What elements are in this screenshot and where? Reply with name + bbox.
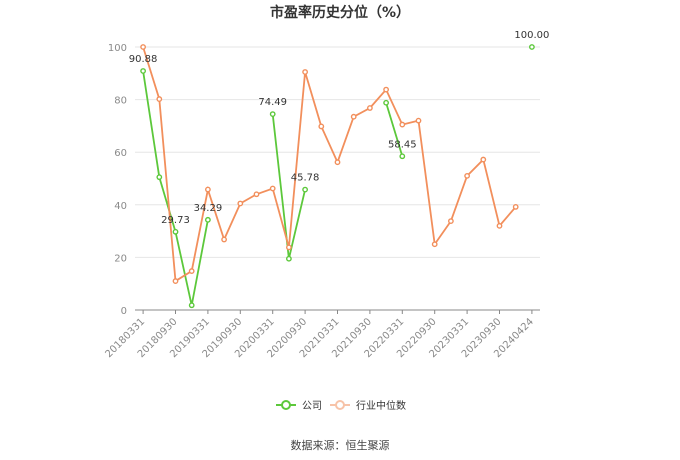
data-label: 45.78 bbox=[291, 173, 320, 184]
series-1-point[interactable] bbox=[447, 218, 454, 225]
data-source: 数据来源：恒生聚源 bbox=[291, 438, 390, 452]
series-0 bbox=[140, 44, 535, 309]
series-0-point[interactable] bbox=[285, 255, 292, 262]
y-tick-label: 100 bbox=[108, 43, 127, 54]
series-1-point[interactable] bbox=[415, 117, 422, 124]
legend-label-company: 公司 bbox=[302, 401, 322, 412]
series-1-point[interactable] bbox=[156, 96, 163, 102]
y-tick-label: 80 bbox=[114, 96, 127, 107]
series-1-point[interactable] bbox=[512, 204, 519, 210]
legend-item-company[interactable]: 公司 bbox=[276, 400, 322, 412]
series-0-line bbox=[385, 102, 404, 157]
y-tick-label: 0 bbox=[121, 306, 127, 317]
series-1-point[interactable] bbox=[383, 86, 389, 93]
series-1-point[interactable] bbox=[269, 185, 276, 192]
series-1-point[interactable] bbox=[496, 222, 503, 229]
series-0-point[interactable] bbox=[383, 99, 389, 106]
series-1-point[interactable] bbox=[480, 156, 487, 163]
series-1-point[interactable] bbox=[350, 113, 357, 120]
y-tick-label: 40 bbox=[114, 201, 127, 212]
series-1-point[interactable] bbox=[464, 172, 470, 179]
series-0-point[interactable] bbox=[204, 216, 211, 223]
data-labels: 90.88 29.73 34.29 74.49 45.78 58.45 100.00 bbox=[129, 30, 550, 226]
series-1-point[interactable] bbox=[399, 121, 406, 128]
chart-title: 市盈率历史分位（%） bbox=[270, 4, 410, 21]
data-label: 74.49 bbox=[258, 97, 287, 108]
data-label: 90.88 bbox=[129, 54, 158, 65]
series-1-point[interactable] bbox=[140, 44, 147, 50]
series-0-line bbox=[142, 70, 209, 306]
series-0-point[interactable] bbox=[156, 174, 163, 181]
series-0-point[interactable] bbox=[529, 44, 535, 50]
series-0-point[interactable] bbox=[399, 153, 406, 160]
series-1-point[interactable] bbox=[204, 186, 211, 193]
series-1-point[interactable] bbox=[172, 278, 179, 284]
series-0-point[interactable] bbox=[140, 68, 147, 74]
series-1-point[interactable] bbox=[302, 69, 308, 75]
series-1-point[interactable] bbox=[431, 241, 438, 248]
legend-label-industry-median: 行业中位数 bbox=[356, 399, 406, 412]
y-axis: 0 20 40 60 80 100 bbox=[108, 43, 127, 317]
y-tick-label: 20 bbox=[114, 253, 127, 264]
series-1-point[interactable] bbox=[253, 191, 260, 198]
series-0-point[interactable] bbox=[172, 228, 179, 235]
legend[interactable]: 公司 行业中位数 bbox=[276, 399, 406, 412]
series-0-point[interactable] bbox=[302, 186, 308, 193]
series-layer bbox=[140, 44, 535, 309]
series-1-point[interactable] bbox=[334, 159, 341, 166]
data-label: 58.45 bbox=[388, 139, 417, 150]
data-label: 100.00 bbox=[514, 30, 549, 41]
series-0-line bbox=[271, 113, 306, 259]
x-axis: 2018033120180930201903312019093020200331… bbox=[103, 309, 540, 360]
series-1-point[interactable] bbox=[366, 105, 373, 111]
gridlines bbox=[135, 46, 540, 258]
series-1-point[interactable] bbox=[237, 200, 244, 207]
series-1-point[interactable] bbox=[188, 268, 195, 274]
data-label: 29.73 bbox=[161, 215, 190, 226]
series-1-point[interactable] bbox=[318, 123, 325, 130]
y-tick-label: 60 bbox=[114, 148, 127, 159]
series-1-point[interactable] bbox=[221, 236, 228, 243]
series-1 bbox=[140, 44, 519, 284]
legend-item-industry-median[interactable]: 行业中位数 bbox=[330, 399, 406, 412]
series-1-point[interactable] bbox=[285, 244, 292, 251]
series-0-point[interactable] bbox=[188, 302, 195, 309]
series-1-line bbox=[142, 46, 517, 283]
series-0-point[interactable] bbox=[269, 111, 276, 117]
data-label: 34.29 bbox=[194, 203, 223, 214]
